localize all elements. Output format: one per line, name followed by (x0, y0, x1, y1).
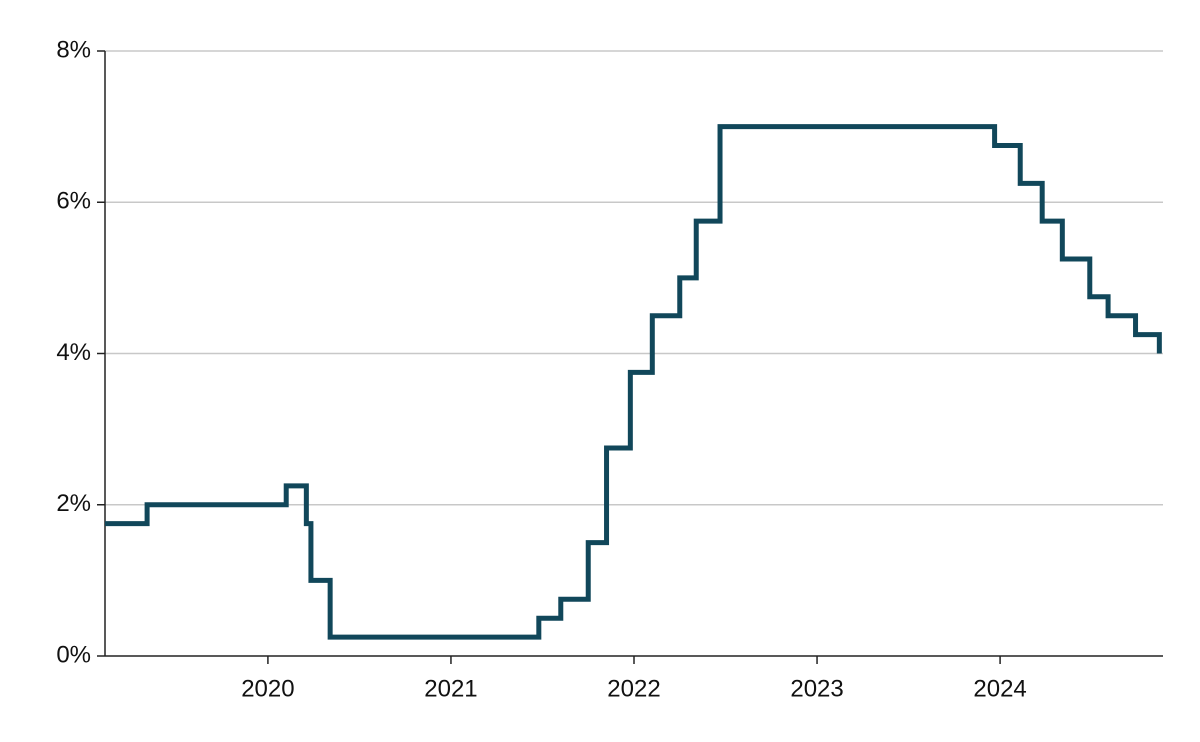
x-tick-label: 2023 (790, 675, 843, 702)
y-tick-label: 2% (56, 490, 91, 517)
x-tick-label: 2024 (973, 675, 1026, 702)
y-tick-label: 4% (56, 339, 91, 366)
x-tick-label: 2020 (241, 675, 294, 702)
line (105, 124, 1162, 640)
y-tick-label: 0% (56, 641, 91, 668)
y-tick-label: 6% (56, 188, 91, 215)
x-tick-label: 2022 (607, 675, 660, 702)
y-tick-label: 8% (56, 36, 91, 63)
x-tick-label: 2021 (424, 675, 477, 702)
